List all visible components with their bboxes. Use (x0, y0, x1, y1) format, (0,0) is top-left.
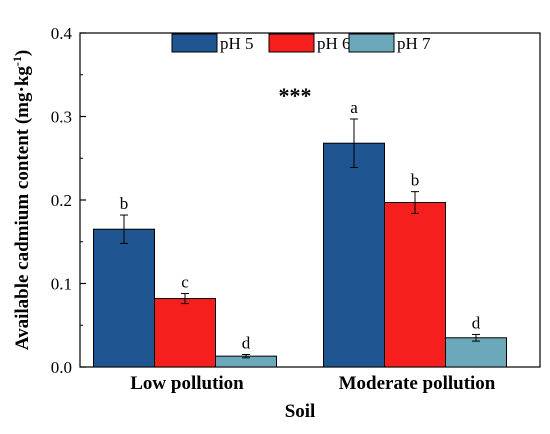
y-axis-title: Available cadmium content (mg·kg-1) (10, 50, 33, 350)
bars-group: b c d a b d (93, 98, 507, 368)
significance-letter: b (120, 194, 129, 213)
y-tick-label: 0.4 (51, 24, 73, 43)
legend-swatch (348, 33, 395, 53)
y-tick-label: 0.0 (51, 358, 72, 377)
legend-swatch (268, 33, 315, 53)
bar (323, 142, 385, 368)
x-category-label: Low pollution (130, 373, 244, 394)
axes: 0.0 0.1 0.2 0.3 0.4 Low pollution Moderate pol… (51, 24, 541, 394)
significance-letter: b (411, 171, 420, 190)
bar (384, 202, 446, 368)
legend-label: pH 6 (317, 34, 351, 53)
legend-label: pH 5 (220, 34, 254, 53)
y-tick-label: 0.1 (51, 275, 72, 294)
significance-annotation: *** (279, 83, 312, 108)
significance-letter: a (350, 98, 358, 117)
significance-letter: d (472, 313, 481, 332)
legend: pH 5 pH 6 pH 7 (171, 33, 431, 53)
legend-label: pH 7 (397, 34, 431, 53)
bar (445, 337, 507, 368)
y-tick-label: 0.3 (51, 108, 72, 127)
x-category-label: Moderate pollution (339, 373, 496, 394)
legend-swatch (171, 33, 218, 53)
bar (154, 298, 216, 368)
x-axis-title: Soil (285, 401, 316, 422)
y-tick-label: 0.2 (51, 191, 72, 210)
significance-letter: d (242, 333, 251, 352)
bar (93, 228, 155, 368)
significance-letter: c (181, 273, 189, 292)
